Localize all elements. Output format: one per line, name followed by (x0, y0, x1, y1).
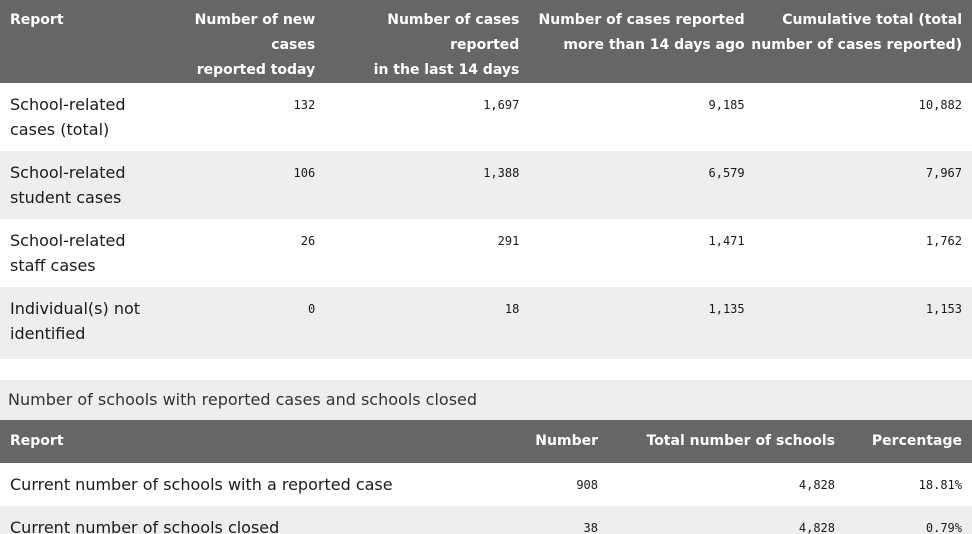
header-total-schools: Total number of schools (598, 420, 835, 463)
row-label-line2: cases (total) (10, 120, 110, 139)
cell-last-14-days: 1,697 (483, 98, 520, 112)
row-label: School-related cases (total) (0, 83, 152, 151)
header-new-today: Number of new cases reported today (151, 0, 316, 83)
table-row: School-related cases (total) 132 1,697 9… (0, 83, 972, 151)
header-older-than-14-days: Number of cases reported more than 14 da… (519, 0, 745, 83)
header-new-today-line2: reported today (196, 62, 316, 78)
cell-last-14-days: 1,388 (483, 166, 520, 180)
table-row: School-related student cases 106 1,388 6… (0, 151, 972, 219)
cell-new-today: 0 (307, 302, 316, 316)
table-row: Current number of schools with a reporte… (0, 463, 972, 506)
header-report: Report (0, 420, 450, 463)
cell-percentage: 18.81% (918, 477, 962, 492)
cell-percentage: 0.79% (925, 520, 962, 534)
table-row: School-related staff cases 26 291 1,471 … (0, 219, 972, 287)
header-cumulative-line2: number of cases reported) (751, 37, 962, 53)
schools-table-caption: Number of schools with reported cases an… (0, 380, 972, 420)
table-row: Individual(s) not identified 0 18 1,135 … (0, 287, 972, 355)
row-label: School-related staff cases (0, 219, 152, 287)
header-percentage: Percentage (835, 420, 972, 463)
row-label-line2: staff cases (10, 256, 96, 275)
cell-older-than-14-days: 6,579 (708, 166, 745, 180)
cell-new-today: 106 (293, 166, 316, 180)
row-label-line1: School-related (10, 163, 126, 182)
row-label-line1: School-related (10, 231, 126, 250)
cell-total-schools: 4,828 (798, 477, 835, 492)
cell-cumulative: 1,762 (925, 234, 962, 248)
header-number: Number (450, 420, 598, 463)
cell-new-today: 26 (300, 234, 316, 248)
row-label: Current number of schools with a reporte… (10, 475, 393, 494)
header-last-14-line1: Number of cases reported (387, 12, 520, 53)
header-cumulative-total: Cumulative total (total number of cases … (744, 0, 972, 83)
table-bottom-strip (0, 355, 972, 359)
cell-older-than-14-days: 1,135 (708, 302, 745, 316)
row-label: School-related student cases (0, 151, 152, 219)
header-report: Report (0, 0, 152, 83)
header-report-text: Report (10, 12, 64, 28)
cell-cumulative: 7,967 (925, 166, 962, 180)
section-gap (0, 359, 972, 380)
table-row: Current number of schools closed 38 4,82… (0, 506, 972, 534)
cell-older-than-14-days: 9,185 (708, 98, 745, 112)
row-label: Individual(s) not identified (0, 287, 152, 355)
header-older-line2: more than 14 days ago (563, 37, 745, 53)
row-label-line2: student cases (10, 188, 122, 207)
cell-new-today: 132 (293, 98, 316, 112)
cell-cumulative: 10,882 (918, 98, 962, 112)
row-label-line1: School-related (10, 95, 126, 114)
cell-last-14-days: 18 (504, 302, 520, 316)
cases-table: Report Number of new cases reported toda… (0, 0, 972, 355)
header-older-line1: Number of cases reported (538, 12, 745, 28)
cell-total-schools: 4,828 (798, 520, 835, 534)
row-label-line1: Individual(s) not (10, 299, 141, 318)
cell-last-14-days: 291 (497, 234, 520, 248)
header-last-14-line2: in the last 14 days (373, 62, 520, 78)
cases-table-header-row: Report Number of new cases reported toda… (0, 0, 972, 83)
cell-cumulative: 1,153 (925, 302, 962, 316)
cell-older-than-14-days: 1,471 (708, 234, 745, 248)
row-label-line2: identified (10, 324, 86, 343)
header-last-14-days: Number of cases reported in the last 14 … (315, 0, 520, 83)
schools-table-header-row: Report Number Total number of schools Pe… (0, 420, 972, 463)
row-label: Current number of schools closed (10, 518, 280, 534)
cell-number: 908 (576, 477, 598, 492)
cell-number: 38 (583, 520, 598, 534)
header-cumulative-line1: Cumulative total (total (782, 12, 962, 28)
header-new-today-line1: Number of new cases (194, 12, 316, 53)
schools-table: Report Number Total number of schools Pe… (0, 420, 972, 534)
